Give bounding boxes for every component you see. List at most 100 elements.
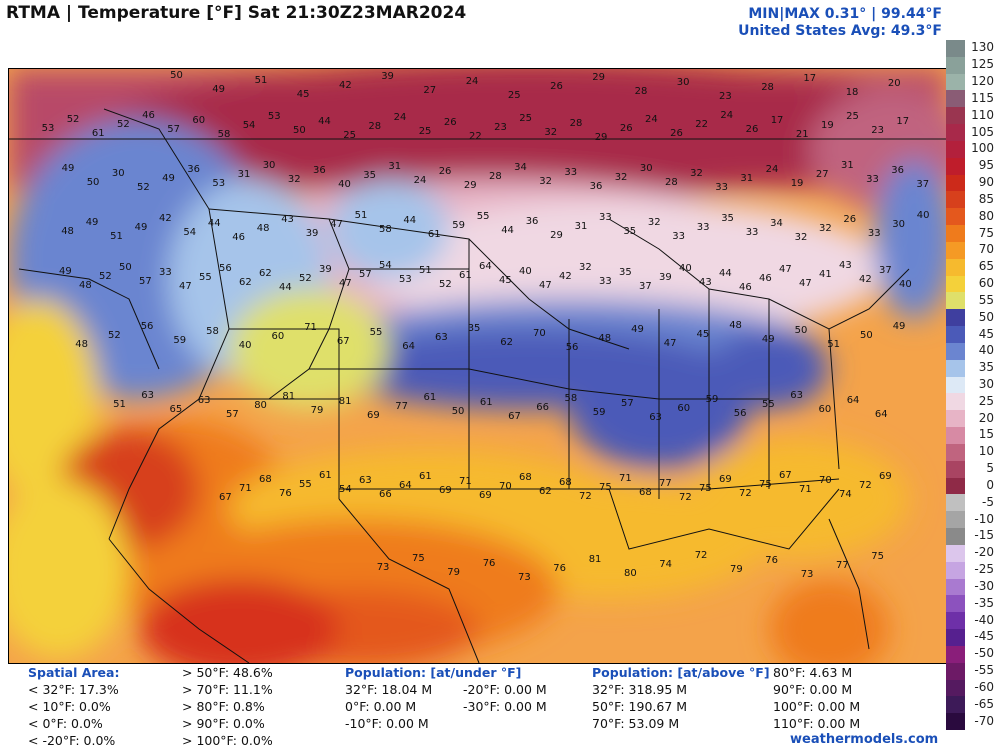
station-temperature: 48 [598, 333, 611, 344]
station-temperature: 55 [762, 399, 775, 410]
station-temperature: 71 [239, 483, 252, 494]
station-temperature: 66 [536, 402, 549, 413]
station-temperature: 51 [827, 339, 840, 350]
station-temperature: 65 [170, 404, 183, 415]
station-temperature: 49 [212, 84, 225, 95]
station-temperature: 79 [447, 567, 460, 578]
scale-swatch [946, 326, 965, 344]
station-temperature: 30 [892, 219, 905, 230]
station-temperature: 26 [550, 81, 563, 92]
station-temperature: 79 [730, 564, 743, 575]
station-temperature: 58 [206, 326, 219, 337]
station-temperature: 44 [501, 225, 514, 236]
station-temperature: 69 [879, 471, 892, 482]
population-stat: 70°F: 53.09 M [592, 716, 680, 731]
station-temperature: 62 [500, 337, 513, 348]
scale-swatch [946, 90, 965, 108]
station-temperature: 58 [379, 224, 392, 235]
station-temperature: 39 [306, 228, 319, 239]
scale-swatch [946, 427, 965, 445]
station-temperature: 64 [875, 409, 888, 420]
station-temperature: 33 [866, 174, 879, 185]
station-temperature: 24 [720, 110, 733, 121]
station-temperature: 57 [139, 276, 152, 287]
station-temperature: 67 [508, 411, 521, 422]
station-temperature: 35 [721, 213, 734, 224]
spatial-stat: < 0°F: 0.0% [28, 716, 103, 731]
population-stat: 80°F: 4.63 M [773, 665, 853, 680]
station-temperature: 54 [243, 120, 256, 131]
station-temperature: 42 [559, 271, 572, 282]
station-temperature: 58 [218, 129, 231, 140]
station-temperature: 53 [42, 123, 55, 134]
station-temperature: 39 [659, 272, 672, 283]
station-temperature: 76 [765, 555, 778, 566]
station-temperature: 29 [550, 230, 563, 241]
scale-swatch [946, 410, 965, 428]
spatial-area-header: Spatial Area: [28, 665, 120, 680]
station-temperature: 34 [514, 162, 527, 173]
station-temperature: 47 [799, 278, 812, 289]
station-temperature: 33 [159, 267, 172, 278]
station-temperature: 57 [359, 269, 372, 280]
scale-swatch [946, 528, 965, 546]
us-average: United States Avg: 49.3°F [738, 23, 942, 39]
scale-label: 95 [978, 158, 994, 173]
station-temperature: 73 [518, 572, 531, 583]
population-stat: 90°F: 0.00 M [773, 682, 853, 697]
station-temperature: 48 [729, 320, 742, 331]
site-credit[interactable]: weathermodels.com [790, 732, 939, 747]
scale-label: 80 [978, 208, 994, 223]
station-temperature: 68 [259, 474, 272, 485]
state-borders [9, 108, 946, 663]
station-temperature: 30 [640, 163, 653, 174]
station-temperature: 69 [479, 490, 492, 501]
station-temperature: 57 [226, 409, 239, 420]
station-temperature: 63 [790, 390, 803, 401]
station-temperature: 32 [690, 168, 703, 179]
station-temperature: 46 [142, 110, 155, 121]
station-temperature: 49 [893, 321, 906, 332]
station-temperature: 40 [338, 179, 351, 190]
scale-label: 25 [978, 393, 994, 408]
population-stat: -10°F: 0.00 M [345, 716, 429, 731]
station-temperature: 54 [339, 484, 352, 495]
scale-label: 110 [971, 107, 994, 122]
scale-swatch [946, 208, 965, 226]
temperature-map[interactable]: 50 49 51 45 42 39 27 24 25 26 29 28 30 23 28 17 18 20 53 52… [8, 68, 947, 664]
station-temperature: 57 [167, 124, 180, 135]
station-temperature: 32 [819, 223, 832, 234]
scale-label: 20 [978, 410, 994, 425]
station-temperature: 30 [263, 160, 276, 171]
scale-swatch [946, 713, 965, 731]
station-temperature: 25 [846, 111, 859, 122]
population-stat: 110°F: 0.00 M [773, 716, 861, 731]
station-temperature: 42 [159, 213, 172, 224]
scale-label: 0 [986, 477, 994, 492]
scale-swatch [946, 40, 965, 57]
station-temperature: 52 [117, 119, 130, 130]
station-temperature: 35 [363, 170, 376, 181]
station-temperature: 60 [819, 404, 832, 415]
station-temperature: 17 [896, 116, 909, 127]
scale-swatch [946, 662, 965, 680]
station-temperature: 47 [339, 278, 352, 289]
station-temperature: 45 [297, 89, 310, 100]
scale-swatch [946, 443, 965, 461]
station-temperature: 53 [212, 178, 225, 189]
station-temperature: 48 [61, 226, 74, 237]
station-temperature: 33 [564, 167, 577, 178]
scale-label: -20 [974, 545, 994, 560]
station-temperature: 63 [198, 395, 211, 406]
station-temperature: 63 [141, 390, 154, 401]
station-temperature: 40 [239, 340, 252, 351]
scale-label: 50 [978, 309, 994, 324]
scale-swatch [946, 561, 965, 579]
station-temperature: 61 [459, 270, 472, 281]
color-scale-labels: 130 125 120 115 110 105 100 95 90 85 80 75 70 65 60 55 5… [968, 40, 1000, 730]
scale-label: 130 [971, 40, 994, 55]
scale-label: 5 [986, 461, 994, 476]
station-temperature: 32 [544, 127, 557, 138]
scale-label: -35 [974, 595, 994, 610]
station-temperature: 26 [746, 124, 759, 135]
